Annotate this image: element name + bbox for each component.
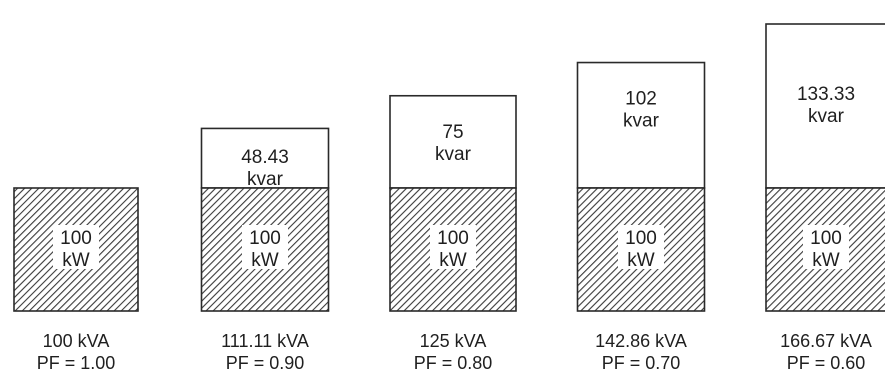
kva-label: 142.86 kVA bbox=[595, 331, 687, 351]
pf-label: PF = 0.80 bbox=[414, 353, 493, 373]
kvar-label: 102 kvar bbox=[623, 89, 660, 132]
kw-label-background bbox=[618, 225, 664, 269]
pf-label: PF = 0.90 bbox=[226, 353, 305, 373]
kvar-block bbox=[200, 127, 330, 189]
kw-label: 100 kW bbox=[810, 228, 842, 271]
pf-label: PF = 0.70 bbox=[602, 353, 681, 373]
kva-label: 100 kVA bbox=[43, 331, 110, 351]
kw-label-background bbox=[803, 225, 849, 269]
pf-label: PF = 1.00 bbox=[37, 353, 116, 373]
kvar-label: 48.43 kvar bbox=[241, 147, 289, 190]
kw-label: 100 kW bbox=[249, 228, 281, 271]
kw-label-background bbox=[430, 225, 476, 269]
kvar-label: 133.33 kvar bbox=[797, 84, 855, 127]
kw-label-background bbox=[242, 225, 288, 269]
kw-label: 100 kW bbox=[437, 228, 469, 271]
pf-label: PF = 0.60 bbox=[787, 353, 866, 373]
kvar-block bbox=[765, 23, 885, 189]
kva-label: 111.11 kVA bbox=[221, 331, 309, 351]
kw-label-background bbox=[53, 225, 99, 269]
kw-label: 100 kW bbox=[60, 228, 92, 271]
kvar-label: 75 kvar bbox=[435, 122, 472, 165]
kva-label: 125 kVA bbox=[420, 331, 487, 351]
kva-label: 166.67 kVA bbox=[780, 331, 872, 351]
kvar-block bbox=[389, 94, 517, 189]
kvar-block bbox=[576, 61, 706, 189]
kw-label: 100 kW bbox=[625, 228, 657, 271]
